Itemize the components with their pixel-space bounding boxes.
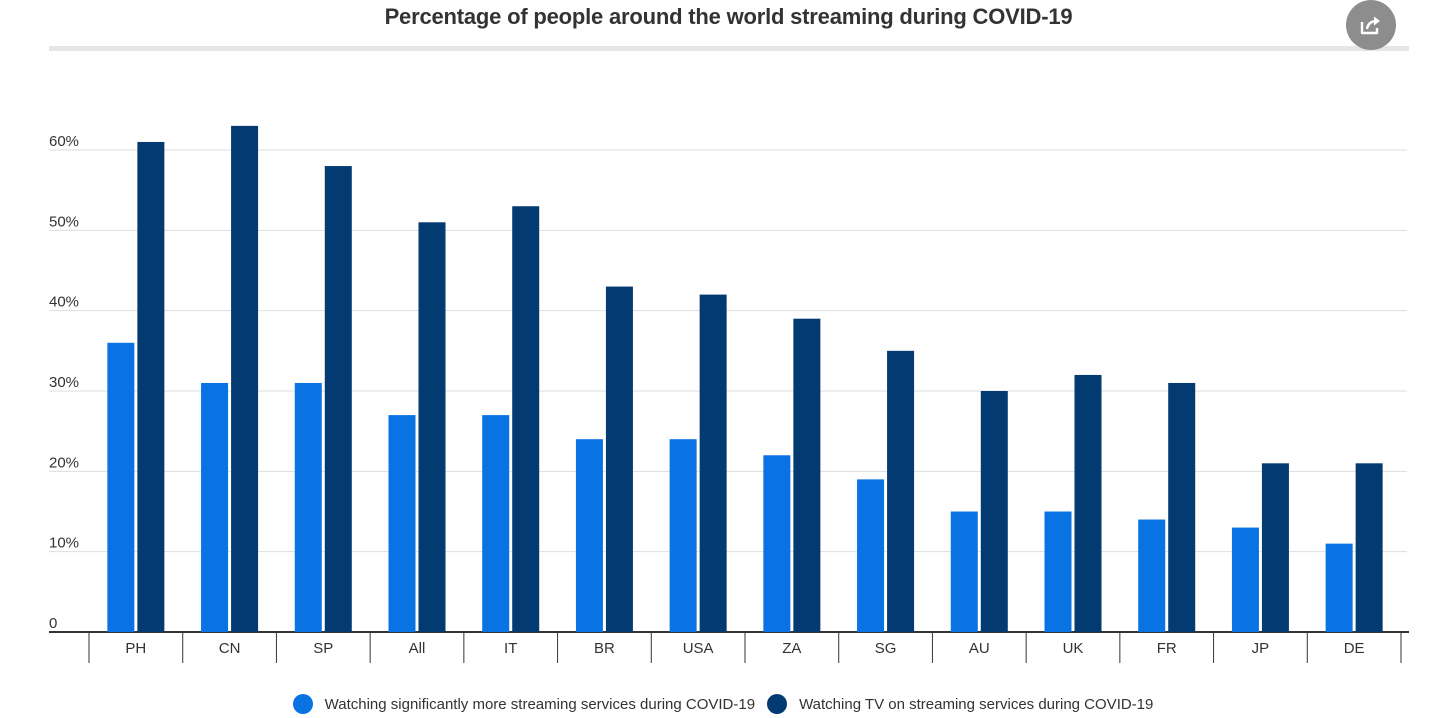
- bar-it-series-1: [482, 415, 510, 632]
- x-tick-label: FR: [1157, 640, 1177, 657]
- y-tick-label: 30%: [49, 374, 79, 391]
- bar-it-series-2: [512, 206, 540, 632]
- x-tick-label: AU: [969, 640, 990, 657]
- bar-usa-series-1: [669, 439, 697, 632]
- bar-sg-series-1: [857, 479, 885, 632]
- bar-ph-series-1: [107, 342, 135, 632]
- x-tick-label: BR: [594, 640, 615, 657]
- chart-title: Percentage of people around the world st…: [384, 4, 1073, 29]
- bar-za-series-1: [763, 455, 791, 632]
- legend-item-series-2[interactable]: Watching TV on streaming services during…: [767, 694, 1153, 714]
- x-tick-label: SP: [313, 640, 333, 657]
- x-tick-label: SG: [875, 640, 897, 657]
- bar-au-series-2: [980, 391, 1008, 632]
- legend-swatch-series-1: [292, 694, 313, 714]
- y-tick-label: 0: [49, 615, 57, 632]
- bar-au-series-1: [950, 511, 978, 632]
- bar-de-series-2: [1355, 463, 1383, 632]
- bar-sg-series-2: [887, 350, 915, 632]
- bar-de-series-1: [1325, 543, 1353, 632]
- bar-ph-series-2: [137, 141, 165, 632]
- bar-sp-series-2: [324, 166, 352, 633]
- y-tick-label: 60%: [49, 133, 79, 150]
- x-tick-label: USA: [683, 640, 714, 657]
- legend-item-series-1[interactable]: Watching significantly more streaming se…: [292, 694, 756, 714]
- bar-jp-series-1: [1231, 527, 1259, 632]
- bar-uk-series-2: [1074, 374, 1102, 632]
- bar-chart: 0 10% 20% 30% 40% 50% 60% PH CN SP All IT BR USA ZA SG A…: [49, 125, 1409, 663]
- x-tick-label: All: [409, 640, 426, 657]
- bar-all-series-2: [418, 222, 446, 633]
- y-tick-label: 20%: [49, 454, 79, 471]
- bar-sp-series-1: [294, 382, 322, 632]
- bar-fr-series-1: [1138, 519, 1166, 632]
- x-tick-label: JP: [1252, 640, 1270, 657]
- share-icon: [1360, 16, 1380, 35]
- bar-fr-series-2: [1168, 382, 1196, 632]
- bar-all-series-1: [388, 415, 416, 632]
- x-tick-label: IT: [504, 640, 517, 657]
- y-tick-label: 40%: [49, 294, 79, 311]
- x-tick-label: ZA: [782, 640, 801, 657]
- x-tick-label: CN: [219, 640, 241, 657]
- y-tick-label: 10%: [49, 535, 79, 552]
- y-tick-label: 50%: [49, 213, 79, 230]
- bar-br-series-1: [575, 439, 603, 632]
- x-tick-label: PH: [125, 640, 146, 657]
- bar-cn-series-2: [231, 125, 259, 633]
- legend-swatch-series-2: [767, 694, 788, 714]
- bar-br-series-2: [605, 286, 633, 632]
- bar-jp-series-2: [1261, 463, 1289, 632]
- bar-uk-series-1: [1044, 511, 1072, 632]
- legend: Watching significantly more streaming se…: [0, 694, 1437, 714]
- bar-usa-series-2: [699, 294, 727, 632]
- x-tick-label: DE: [1344, 640, 1365, 657]
- bar-za-series-2: [793, 318, 821, 632]
- legend-label-series-2: Watching TV on streaming services during…: [799, 695, 1154, 713]
- x-tick-label: UK: [1063, 640, 1084, 657]
- share-button[interactable]: [1346, 0, 1396, 50]
- legend-label-series-1: Watching significantly more streaming se…: [324, 695, 756, 713]
- title-divider: [49, 46, 1409, 51]
- bar-cn-series-1: [201, 382, 229, 632]
